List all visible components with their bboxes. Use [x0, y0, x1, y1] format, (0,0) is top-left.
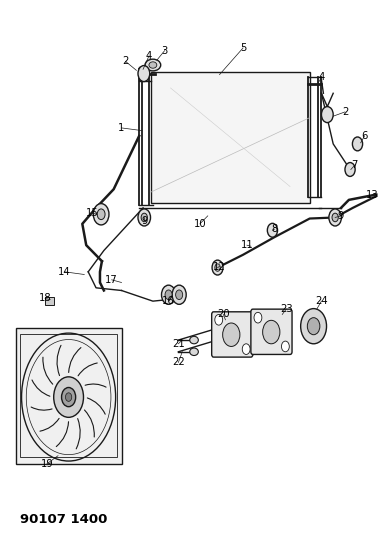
- Text: 3: 3: [162, 46, 168, 55]
- Text: 12: 12: [213, 262, 226, 271]
- Text: 10: 10: [194, 219, 206, 229]
- Text: 11: 11: [241, 240, 253, 250]
- Circle shape: [254, 312, 262, 323]
- Bar: [45, 297, 54, 305]
- Text: 2: 2: [122, 56, 129, 66]
- Text: 16: 16: [162, 296, 175, 306]
- Text: 18: 18: [39, 294, 51, 303]
- Text: 17: 17: [105, 275, 118, 285]
- FancyArrowPatch shape: [57, 345, 61, 376]
- Circle shape: [172, 285, 186, 304]
- FancyBboxPatch shape: [251, 309, 292, 354]
- Circle shape: [332, 213, 338, 222]
- Circle shape: [162, 285, 176, 304]
- Circle shape: [141, 213, 147, 222]
- FancyArrowPatch shape: [78, 363, 97, 376]
- Circle shape: [352, 137, 363, 151]
- Circle shape: [212, 260, 223, 275]
- Circle shape: [242, 344, 250, 354]
- Text: 20: 20: [217, 310, 230, 319]
- Text: 4: 4: [146, 51, 152, 61]
- FancyArrowPatch shape: [85, 384, 106, 387]
- Text: 90107 1400: 90107 1400: [20, 513, 107, 526]
- Circle shape: [65, 393, 72, 401]
- Text: 9: 9: [142, 216, 148, 226]
- Circle shape: [281, 341, 289, 352]
- Text: 23: 23: [280, 304, 292, 314]
- FancyArrowPatch shape: [32, 380, 50, 396]
- FancyArrowPatch shape: [31, 407, 52, 410]
- Ellipse shape: [145, 59, 161, 71]
- Circle shape: [345, 163, 355, 176]
- Ellipse shape: [149, 62, 157, 68]
- Ellipse shape: [190, 348, 198, 356]
- Text: 2: 2: [342, 107, 348, 117]
- Circle shape: [263, 320, 280, 344]
- Circle shape: [165, 290, 172, 300]
- Circle shape: [54, 377, 83, 417]
- Circle shape: [93, 204, 109, 225]
- Text: 15: 15: [86, 208, 98, 218]
- Text: 1: 1: [118, 123, 125, 133]
- Circle shape: [321, 107, 333, 123]
- Circle shape: [176, 290, 183, 300]
- Text: 24: 24: [315, 296, 328, 306]
- Text: 4: 4: [318, 72, 325, 82]
- FancyArrowPatch shape: [87, 398, 105, 414]
- FancyBboxPatch shape: [212, 312, 253, 357]
- Circle shape: [267, 223, 278, 237]
- Text: 21: 21: [172, 339, 185, 349]
- Circle shape: [301, 309, 327, 344]
- Circle shape: [329, 209, 341, 226]
- Bar: [20, 334, 117, 457]
- Circle shape: [138, 209, 151, 226]
- Bar: [16, 328, 122, 464]
- Text: 22: 22: [172, 358, 185, 367]
- Text: 8: 8: [271, 224, 278, 234]
- Circle shape: [223, 323, 240, 346]
- FancyArrowPatch shape: [56, 422, 69, 447]
- Text: 19: 19: [41, 459, 53, 469]
- Circle shape: [215, 314, 223, 325]
- Text: 6: 6: [361, 131, 368, 141]
- Text: 9: 9: [338, 211, 344, 221]
- Circle shape: [215, 264, 220, 271]
- FancyArrowPatch shape: [84, 410, 94, 437]
- Text: 13: 13: [366, 190, 379, 199]
- FancyArrowPatch shape: [69, 348, 81, 373]
- Circle shape: [97, 209, 105, 220]
- Circle shape: [307, 318, 320, 335]
- Ellipse shape: [190, 336, 198, 344]
- Text: 7: 7: [352, 160, 358, 170]
- FancyArrowPatch shape: [43, 357, 53, 384]
- Bar: [151, 72, 310, 203]
- FancyArrowPatch shape: [40, 418, 59, 431]
- Circle shape: [138, 66, 150, 82]
- Circle shape: [62, 387, 76, 407]
- Text: 5: 5: [240, 43, 246, 53]
- FancyArrowPatch shape: [76, 418, 80, 449]
- Text: 14: 14: [58, 267, 71, 277]
